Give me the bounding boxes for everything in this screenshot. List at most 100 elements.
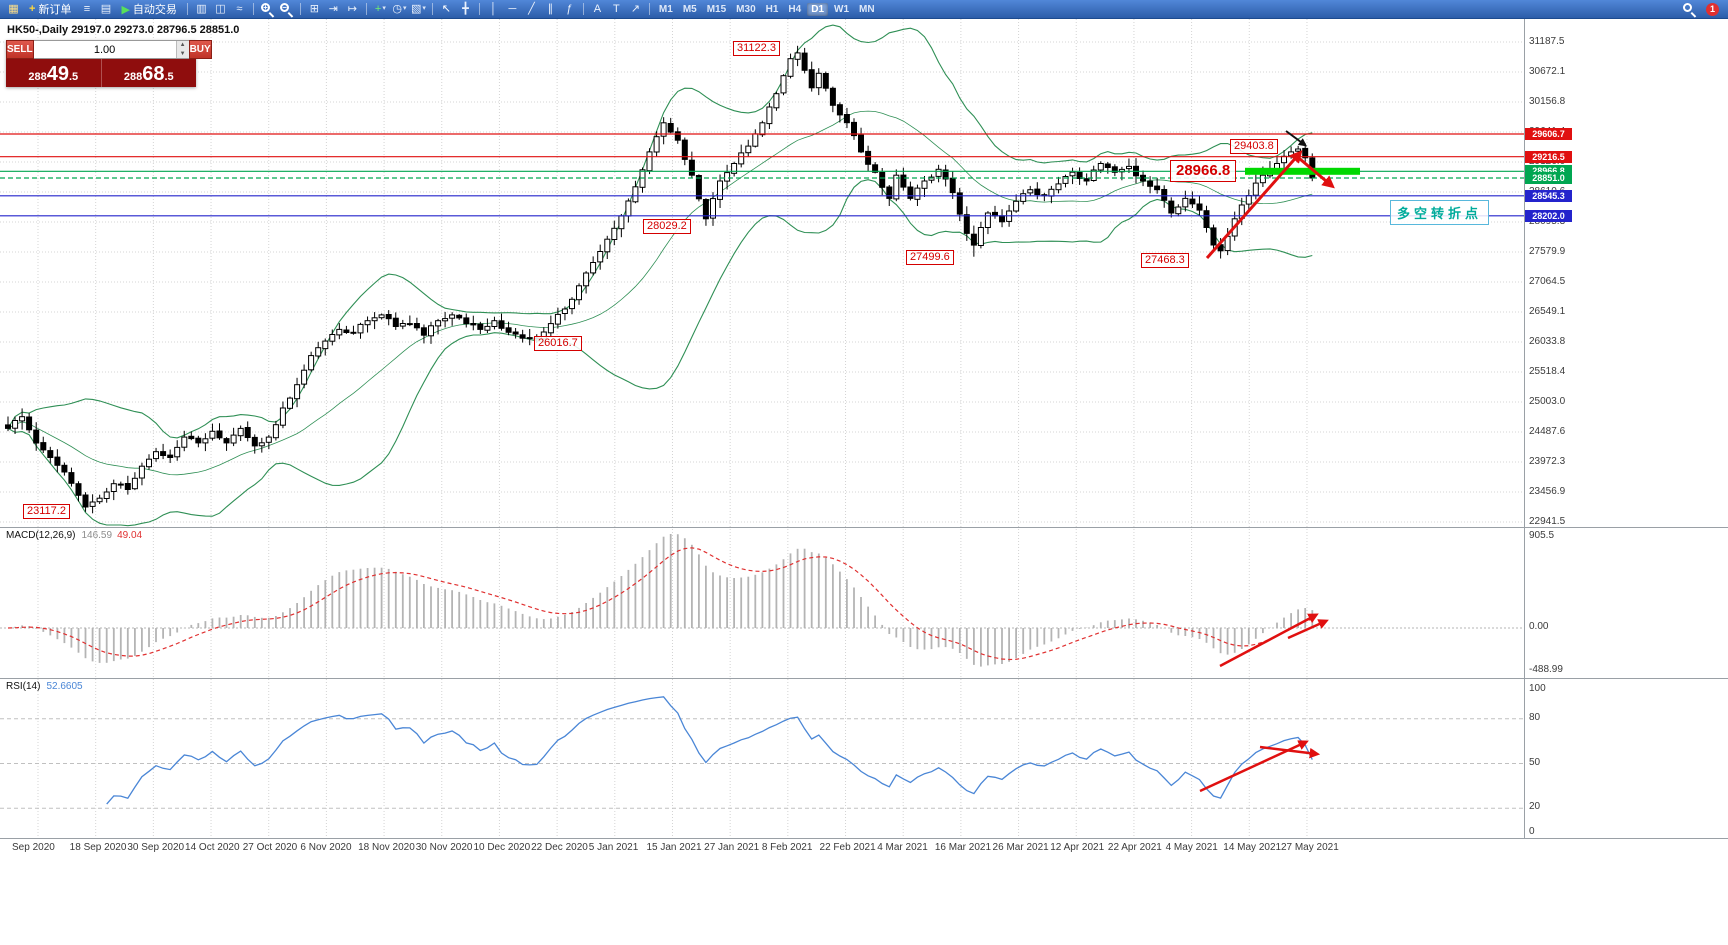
pivot-annotation[interactable]: 多空转折点 — [1390, 200, 1490, 225]
zoom-out-icon[interactable]: − — [278, 1, 295, 18]
price-label[interactable]: 29403.8 — [1230, 139, 1278, 154]
arrow-tool-icon[interactable]: ↗ — [627, 1, 644, 17]
trend-arrow[interactable] — [1293, 152, 1335, 189]
autotrade-button-icon: ▶ — [121, 3, 130, 16]
auto-scroll-icon[interactable]: ⇥ — [325, 1, 342, 17]
toolbar: ▦ + 新订单 ≡ ▤ ▶ 自动交易 ▥ ◫ ≈ + − ⊞ ⇥ ↦ + ▾ ◷ ▾ ▧ ▾ ↖ ╋ │ ─ ╱ ∥ ƒ A T ↗ M1 M5… — [0, 0, 1728, 19]
cursor-icon-glyph: ↖ — [441, 3, 452, 15]
trendline-icon-glyph: ╱ — [528, 3, 535, 15]
volume-control: ▲ ▼ — [33, 40, 189, 59]
templates-icon-glyph: ▧ — [410, 3, 422, 15]
trend-arrow[interactable] — [1287, 619, 1329, 640]
vertical-line-icon-glyph: │ — [489, 3, 497, 15]
horizontal-line-icon[interactable]: ─ — [504, 1, 521, 17]
trendline-icon[interactable]: ╱ — [523, 1, 540, 17]
trend-arrow[interactable] — [1285, 130, 1308, 147]
volume-decrease-button[interactable]: ▼ — [176, 49, 189, 58]
support-zone-line[interactable] — [1245, 167, 1360, 175]
sell-price[interactable]: 288 49.5 — [6, 59, 101, 87]
trend-arrow[interactable] — [1219, 613, 1319, 668]
line-chart-icon-glyph: ≈ — [236, 3, 243, 15]
timeframe-button-d1[interactable]: D1 — [807, 2, 829, 16]
price-digits: 288 — [123, 71, 143, 83]
key-level-label[interactable]: 28966.8 — [1170, 160, 1237, 182]
rsi-name: RSI(14) — [6, 681, 41, 692]
price-label[interactable]: 28029.2 — [643, 219, 691, 234]
vertical-line-icon[interactable]: │ — [485, 1, 502, 17]
price-label[interactable]: 23117.2 — [23, 504, 70, 519]
timeframe-button-mn[interactable]: MN — [859, 3, 875, 15]
templates-icon[interactable]: ▧ ▾ — [410, 1, 427, 17]
chart-window-icon-glyph: ▦ — [8, 3, 19, 15]
magnifier-glyph: + — [260, 2, 275, 18]
line-chart-icon[interactable]: ≈ — [231, 1, 248, 17]
candlestick-chart-icon-glyph: ◫ — [215, 3, 226, 15]
bollinger-middle-band — [7, 110, 1313, 476]
timeframe-button-h1[interactable]: H1 — [765, 3, 779, 15]
bar-chart-icon[interactable]: ▥ — [193, 1, 210, 17]
order-row: SELL ▲ ▼ BUY — [6, 40, 212, 59]
timeframe-button-m1[interactable]: M1 — [658, 3, 673, 15]
zoom-in-icon[interactable]: + — [259, 1, 276, 18]
crosshair-icon[interactable]: ╋ — [457, 1, 474, 17]
toolbar-separator — [478, 3, 480, 15]
label-tool-icon[interactable]: T — [608, 1, 625, 17]
new-order-button-icon: + — [29, 3, 36, 15]
rsi-layer — [0, 696, 1524, 809]
tile-windows-icon[interactable]: ⊞ — [306, 1, 323, 17]
tile-windows-icon-glyph: ⊞ — [309, 3, 320, 15]
panel-separator-axis — [0, 838, 1728, 839]
fibonacci-icon[interactable]: ƒ — [561, 1, 578, 17]
volume-increase-button[interactable]: ▲ — [176, 41, 189, 50]
chart-shift-icon[interactable]: ↦ — [344, 1, 361, 17]
buy-price[interactable]: 288 68.5 — [100, 59, 197, 87]
toolbar-separator — [431, 3, 433, 15]
chart-window-icon[interactable]: ▦ — [5, 1, 22, 17]
autotrade-button[interactable]: ▶ 自动交易 — [116, 1, 181, 17]
bid-ask-prices: 288 49.5 288 68.5 — [6, 59, 196, 87]
text-tool-icon[interactable]: A — [589, 1, 606, 17]
volume-spinner: ▲ ▼ — [175, 41, 189, 58]
price-label[interactable]: 26016.7 — [534, 336, 582, 351]
price-label[interactable]: 31122.3 — [733, 41, 780, 56]
price-label[interactable]: 27499.6 — [906, 250, 954, 265]
periods-icon[interactable]: ◷ ▾ — [391, 1, 408, 17]
volume-input[interactable] — [33, 41, 176, 58]
candlestick-chart-icon[interactable]: ◫ — [212, 1, 229, 17]
buy-button[interactable]: BUY — [188, 40, 212, 59]
panel-separator-rsi[interactable] — [0, 678, 1728, 679]
price-digits: .5 — [68, 71, 79, 83]
timeframe-button-m15[interactable]: M15 — [706, 3, 727, 15]
chart-ohlc-header: HK50-,Daily 29197.0 29273.0 28796.5 2885… — [7, 24, 240, 36]
trend-arrow[interactable] — [1259, 745, 1321, 759]
toolbar-separator — [252, 3, 254, 15]
navigator-icon[interactable]: ▤ — [97, 1, 114, 17]
trend-arrow[interactable] — [1205, 150, 1303, 259]
market-watch-icon[interactable]: ≡ — [78, 1, 95, 17]
indicators-icon-glyph: + — [374, 3, 382, 15]
fibonacci-icon-glyph: ƒ — [566, 3, 573, 15]
indicators-icon[interactable]: + ▾ — [372, 1, 389, 17]
timeframe-button-m5[interactable]: M5 — [682, 3, 697, 15]
price-label[interactable]: 27468.3 — [1141, 253, 1189, 268]
sell-button[interactable]: SELL — [6, 40, 34, 59]
cursor-icon[interactable]: ↖ — [438, 1, 455, 17]
timeframe-button-m30[interactable]: M30 — [736, 3, 756, 15]
panel-separator-macd[interactable] — [0, 527, 1728, 528]
toolbar-separator — [299, 3, 301, 15]
timeframe-button-w1[interactable]: W1 — [834, 3, 850, 15]
rsi-indicator-label: RSI(14) 52.6605 — [6, 681, 83, 692]
timeframe-button-h4[interactable]: H4 — [788, 3, 802, 15]
channel-icon[interactable]: ∥ — [542, 1, 559, 17]
magnifier-glyph — [1682, 2, 1697, 18]
new-order-button[interactable]: + 新订单 — [24, 1, 76, 17]
bar-chart-icon-glyph: ▥ — [196, 3, 207, 15]
dropdown-caret-icon: ▾ — [422, 5, 426, 12]
trend-arrow[interactable] — [1199, 740, 1309, 793]
magnifier-glyph: − — [279, 2, 294, 18]
search-icon[interactable] — [1681, 1, 1698, 18]
notification-badge[interactable]: 1 — [1706, 2, 1719, 16]
label-tool-icon-glyph: T — [613, 3, 620, 15]
